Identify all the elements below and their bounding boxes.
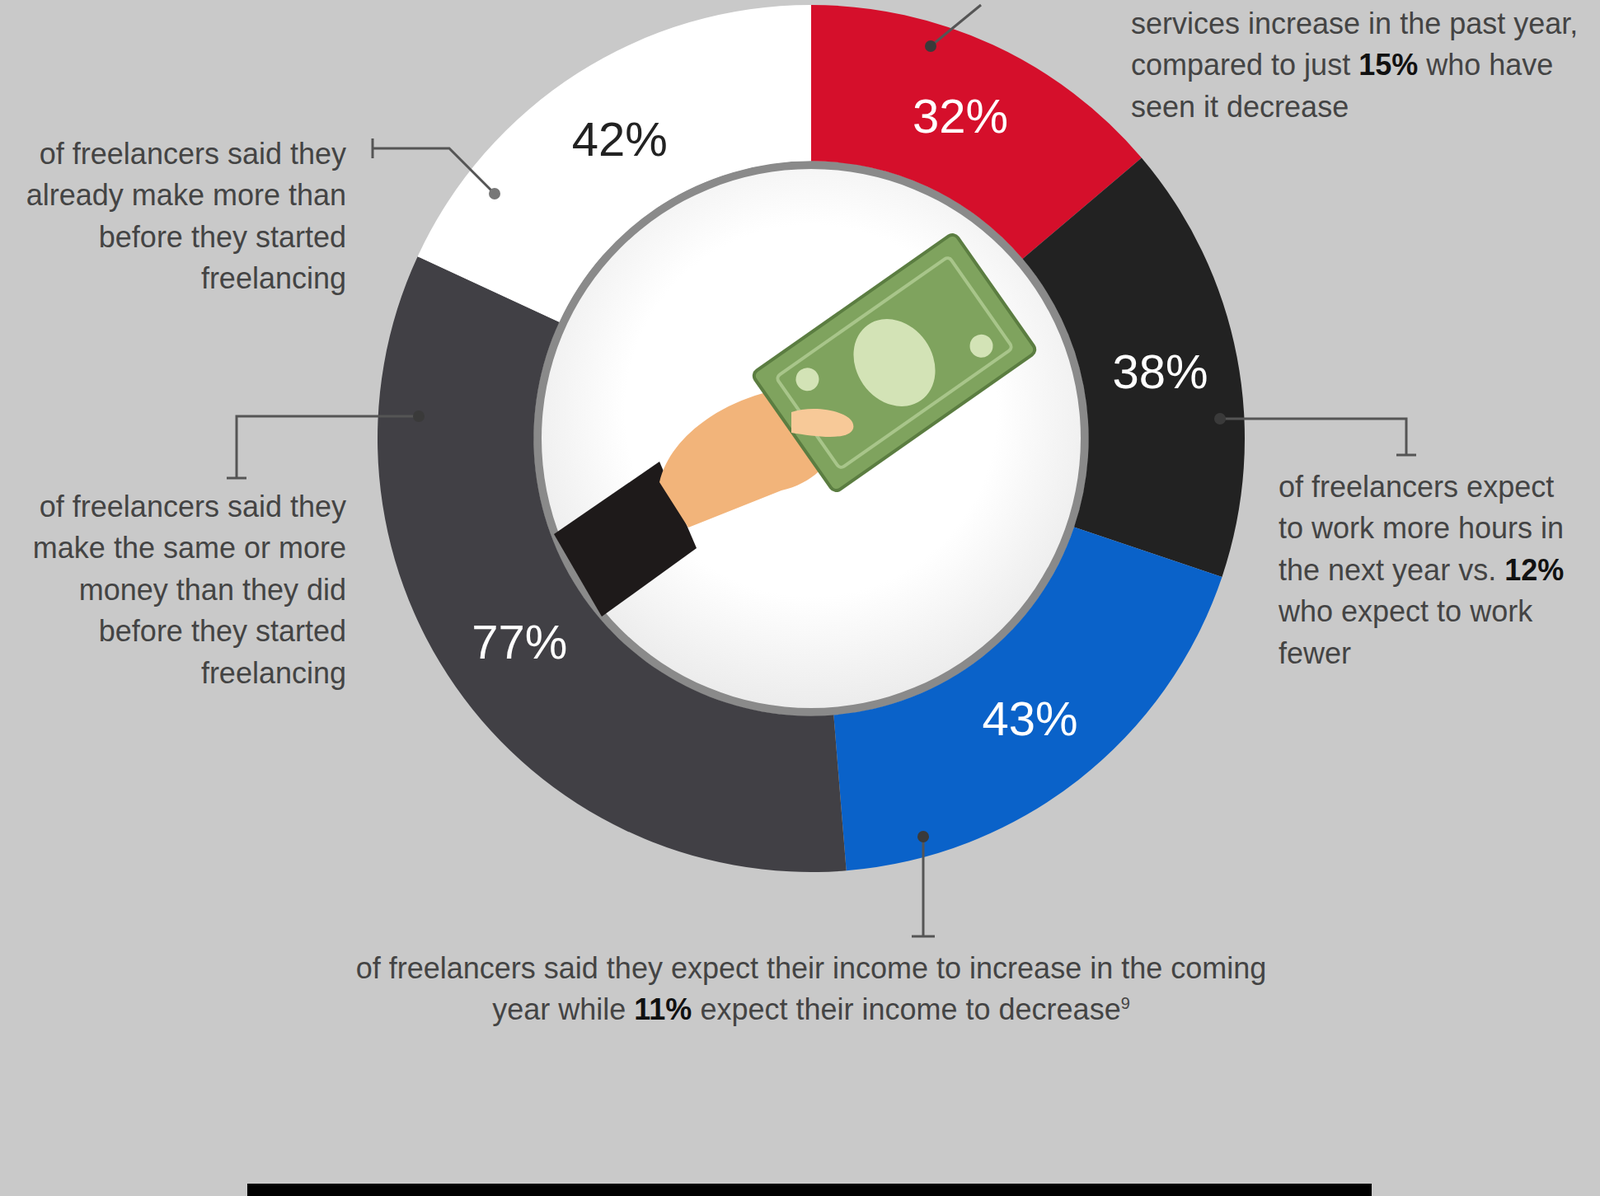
svg-text:77%: 77%	[471, 614, 568, 669]
html-text:of freelancers said they expec: of freelancers said they expect their in…	[355, 951, 1267, 1027]
svg-text:42%: 42%	[572, 112, 668, 166]
html-text:services increase in the past: services increase in the past year, comp…	[1130, 6, 1578, 124]
html-text:of freelancers said they make: of freelancers said they make the same o…	[32, 489, 347, 690]
html-text:of freelancers said they alrea: of freelancers said they already make mo…	[26, 136, 347, 296]
svg-text:38%: 38%	[1112, 344, 1209, 399]
html-text:who expect to work fewer: who expect to work fewer	[1278, 594, 1533, 670]
svg-text:43%: 43%	[982, 691, 1079, 746]
html-text:of freelancers expect to work: of freelancers expect to work more hours…	[1278, 469, 1564, 587]
svg-text:32%: 32%	[912, 89, 1009, 143]
